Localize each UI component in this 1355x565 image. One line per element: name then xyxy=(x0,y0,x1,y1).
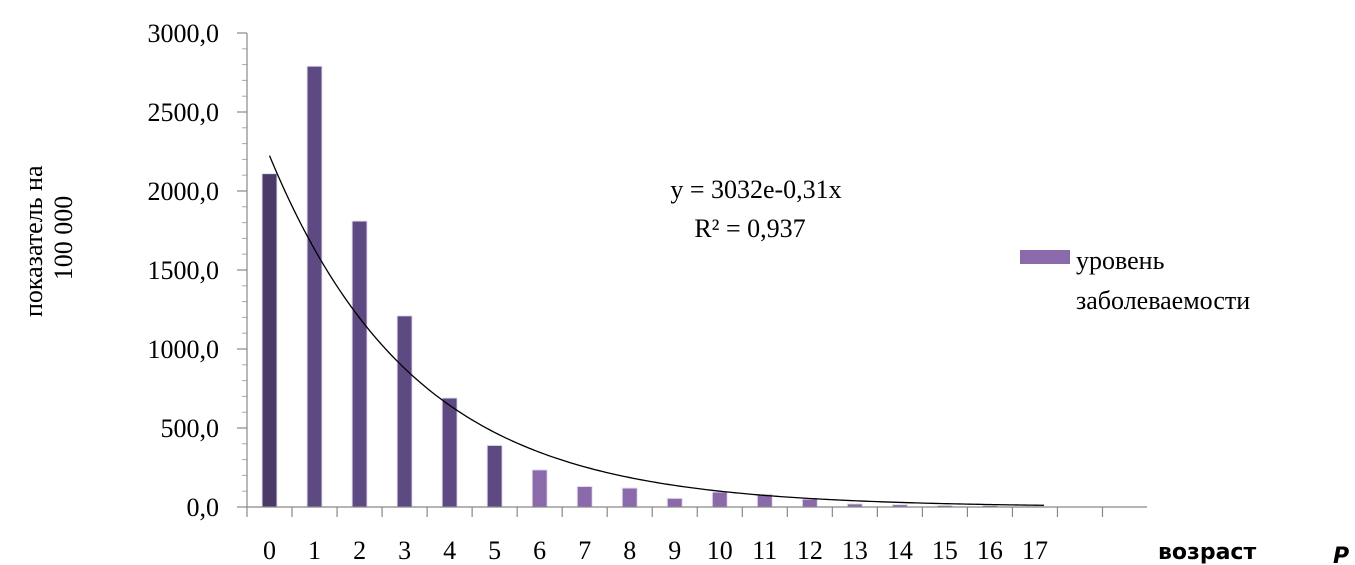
bar xyxy=(621,487,638,508)
legend-label-line2: заболеваемости xyxy=(1076,286,1250,315)
trendline-r2: R² = 0,937 xyxy=(694,214,805,243)
x-tick-label: 6 xyxy=(533,536,546,565)
bars xyxy=(261,65,1043,508)
bar xyxy=(351,220,368,508)
x-tick-label: 16 xyxy=(977,536,1003,565)
y-tick-label: 1000,0 xyxy=(148,335,220,364)
x-tick-label: 13 xyxy=(842,536,868,565)
x-tick-label: 9 xyxy=(668,536,681,565)
bar xyxy=(486,444,503,508)
bar xyxy=(531,469,548,508)
x-tick-label: 11 xyxy=(752,536,777,565)
bar xyxy=(711,491,728,508)
y-tick-label: 2000,0 xyxy=(148,177,220,206)
y-tick-label: 500,0 xyxy=(161,414,220,443)
x-tick-label: 2 xyxy=(353,536,366,565)
x-tick-label: 8 xyxy=(623,536,636,565)
x-tick-label: 10 xyxy=(707,536,733,565)
x-axis-ticks: 0 1 2 3 4 5 6 7 8 9 10 11 12 13 14 15 16 17 xyxy=(246,507,1104,565)
x-tick-label: 0 xyxy=(263,536,276,565)
bar xyxy=(261,173,278,508)
bar xyxy=(441,397,458,508)
legend-swatch xyxy=(1020,250,1070,264)
legend: уровень заболеваемости xyxy=(1020,246,1250,315)
legend-label-line1: уровень xyxy=(1076,246,1165,275)
bar xyxy=(666,497,683,508)
y-axis-title-line1: показатель на xyxy=(19,165,48,317)
y-axis-title-line2: 100 000 xyxy=(49,196,78,281)
bar xyxy=(576,485,593,508)
y-tick-label: 3000,0 xyxy=(148,19,220,48)
y-tick-label: 1500,0 xyxy=(148,256,220,285)
bar xyxy=(306,65,323,508)
x-tick-label: 7 xyxy=(578,536,591,565)
x-tick-label: 14 xyxy=(887,536,913,565)
trendline xyxy=(268,155,1044,506)
x-tick-label: 15 xyxy=(932,536,958,565)
bar xyxy=(801,498,818,508)
x-tick-label: 1 xyxy=(308,536,321,565)
svg-text:показатель на 100 000: показатель на 100 000 xyxy=(19,159,78,317)
corner-label: Р xyxy=(1333,544,1349,565)
x-tick-label: 5 xyxy=(488,536,501,565)
y-axis-title: показатель на 100 000 xyxy=(19,159,78,317)
x-tick-label: 17 xyxy=(1022,536,1048,565)
y-tick-label: 2500,0 xyxy=(148,98,220,127)
x-axis-title: возраст xyxy=(1158,540,1256,565)
y-axis-ticks: 0,0 500,0 1000,0 1500,0 2000,0 2500,0 3000,0 xyxy=(148,19,247,522)
bar xyxy=(396,315,413,508)
x-tick-label: 4 xyxy=(443,536,456,565)
trendline-equation: y = 3032e-0,31x xyxy=(670,175,841,204)
x-tick-label: 3 xyxy=(398,536,411,565)
x-tick-label: 12 xyxy=(797,536,823,565)
y-tick-label: 0,0 xyxy=(187,493,220,522)
